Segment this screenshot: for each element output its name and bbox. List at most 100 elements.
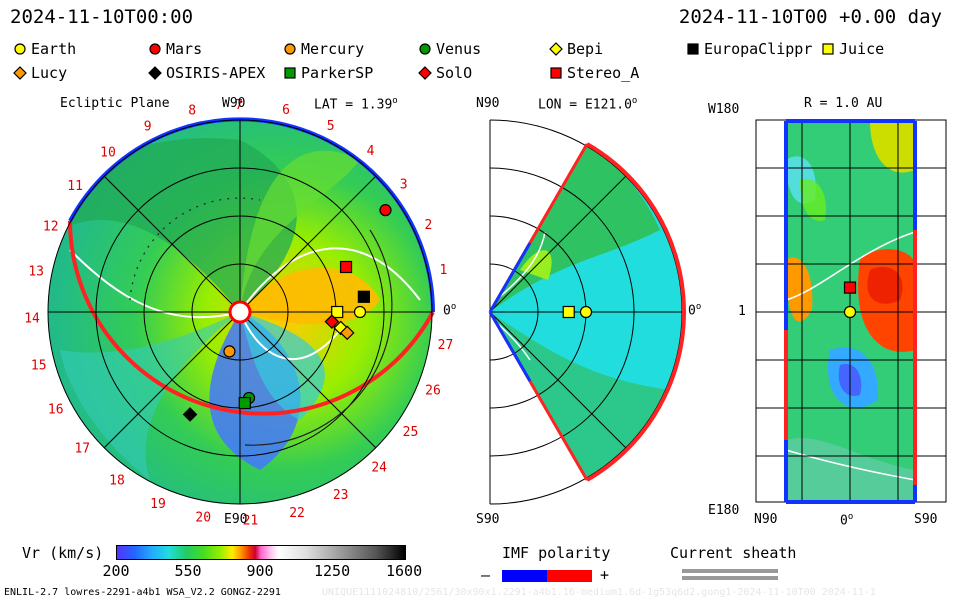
legend-label: SolO — [436, 63, 473, 82]
legend-label: Mars — [166, 39, 203, 58]
legend-item: Lucy — [12, 62, 67, 82]
ecliptic-plane-panel — [47, 117, 435, 505]
lucy-legend-marker — [13, 65, 27, 80]
legend-label: Juice — [839, 39, 885, 58]
carrington-tick-label: 24 — [371, 461, 387, 476]
carrington-tick-label: 22 — [289, 506, 305, 521]
legend-item: ParkerSP — [282, 62, 373, 82]
earth-marker — [353, 305, 367, 319]
carrington-tick-label: 11 — [67, 179, 83, 194]
ecliptic-bottom-label: E90 — [224, 512, 248, 527]
mercury-marker — [223, 345, 236, 358]
lucy-marker — [339, 325, 355, 341]
ecliptic-bodies — [182, 204, 392, 422]
colorbar-tick-label: 1600 — [386, 562, 423, 580]
earth-radial-marker — [843, 305, 857, 319]
colorbar-tick-label: 200 — [102, 562, 130, 580]
legend-label: EuropaClippr — [704, 39, 813, 58]
colorbar — [116, 545, 406, 560]
legend-marker — [418, 65, 432, 80]
header-right-time: 2024-11-10T00 +0.00 day — [678, 6, 942, 28]
legend-item: Earth — [12, 38, 76, 58]
legend-item: Juice — [820, 38, 884, 58]
stereo_a-marker — [339, 260, 353, 274]
legend-label: Mercury — [301, 39, 365, 58]
meridional-right-label: 0o — [688, 302, 702, 319]
legend-marker — [148, 65, 162, 80]
radial-x-label-n90: N90 — [754, 512, 778, 527]
ecliptic-lat-label: LAT = 1.39o — [314, 96, 398, 113]
imf-negative-swatch — [502, 570, 547, 582]
carrington-tick-label: 27 — [438, 338, 454, 353]
ecliptic-top-label: W90 — [222, 96, 246, 111]
solo-marker — [324, 314, 340, 330]
stereo_a-legend-marker — [550, 66, 562, 79]
juice-marker — [331, 305, 344, 319]
legend-marker — [14, 42, 26, 55]
parkersp-legend-marker — [284, 66, 296, 79]
imf-plus: + — [600, 566, 610, 584]
radial-top-label: W180 — [708, 102, 740, 117]
carrington-tick-label: 3 — [400, 178, 408, 193]
legend-item: OSIRIS-APEX — [147, 62, 265, 82]
earth-legend-marker — [14, 42, 26, 55]
ecliptic-right-label: 0o — [443, 302, 457, 319]
legend-label: Stereo_A — [567, 63, 640, 82]
sheath-line-1 — [682, 569, 778, 573]
meridional-bottom-label: S90 — [476, 512, 500, 527]
footer-right: UNIQUE1111024810/2561/30x90x1.2291-a4b1.… — [322, 587, 876, 598]
europaclippr-legend-marker — [687, 42, 699, 55]
radial-left-label: 1 — [738, 304, 746, 319]
colorbar-tick-label: 1250 — [314, 562, 351, 580]
colorbar-tick-label: 550 — [174, 562, 202, 580]
carrington-tick-label: 26 — [425, 384, 441, 399]
carrington-tick-label: 21 — [243, 514, 259, 529]
carrington-tick-label: 20 — [195, 511, 211, 526]
carrington-tick-label: 16 — [48, 403, 64, 418]
radial-bodies — [843, 281, 857, 319]
legend-item: SolO — [417, 62, 472, 82]
juice-legend-marker — [822, 42, 834, 55]
mercury-legend-marker — [284, 42, 296, 55]
carrington-tick-label: 9 — [144, 120, 152, 135]
carrington-tick-label: 1 — [440, 263, 448, 278]
legend-item: Mercury — [282, 38, 364, 58]
carrington-tick-label: 13 — [28, 265, 44, 280]
imf-positive-swatch — [547, 570, 592, 582]
legend-item: Mars — [147, 38, 202, 58]
carrington-tick-label: 7 — [235, 98, 243, 113]
legend-marker — [149, 42, 161, 55]
radial-x-label-s90: S90 — [914, 512, 938, 527]
osiris-apex-legend-marker — [148, 65, 162, 80]
meridional-lon-label: LON = E121.0o — [538, 96, 638, 113]
radial-bottom-label: E180 — [708, 503, 740, 518]
sheath-line-2 — [682, 576, 778, 580]
radial-r-label: R = 1.0 AU — [804, 96, 883, 111]
legend-label: Earth — [31, 39, 77, 58]
meridional-bodies — [562, 305, 593, 319]
legend-marker — [549, 41, 563, 56]
ecliptic-title: Ecliptic Plane — [60, 96, 170, 111]
colorbar-label: Vr (km/s) — [22, 544, 104, 562]
legend-marker — [284, 66, 296, 79]
mars-marker — [379, 204, 392, 217]
carrington-tick-label: 8 — [188, 104, 196, 119]
legend-label: ParkerSP — [301, 63, 374, 82]
legend-item: Venus — [417, 38, 481, 58]
carrington-tick-label: 23 — [333, 488, 349, 503]
carrington-tick-label: 4 — [367, 144, 375, 159]
europaclippr-marker — [357, 290, 370, 303]
carrington-tick-label: 25 — [403, 425, 419, 440]
legend-label: Bepi — [567, 39, 604, 58]
parkersp-marker — [238, 396, 251, 410]
legend-label: Lucy — [31, 63, 68, 82]
legend-label: OSIRIS-APEX — [166, 63, 266, 82]
sheath-label: Current sheath — [670, 544, 797, 562]
legend-marker — [550, 66, 562, 79]
carrington-tick-label: 12 — [43, 220, 59, 235]
solo-legend-marker — [418, 65, 432, 80]
venus-legend-marker — [419, 42, 431, 55]
legend-marker — [419, 42, 431, 55]
